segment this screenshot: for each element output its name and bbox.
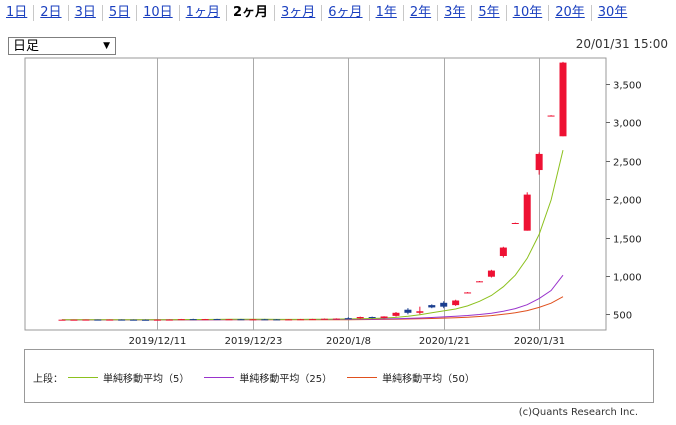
candle-body-31 [428, 305, 436, 308]
candle-body-23 [332, 318, 340, 320]
tab-15[interactable]: 30年 [597, 5, 628, 20]
candle-body-26 [368, 317, 376, 319]
legend-swatch-2 [347, 377, 378, 378]
y-tick-label-4: 2,500 [613, 158, 642, 169]
y-tick-label-6: 3,500 [613, 81, 642, 92]
candle-body-37 [499, 247, 507, 256]
candle-body-19 [285, 319, 293, 321]
legend-label-0: 単純移動平均（5） [103, 374, 190, 385]
tab-6[interactable]: 2ヶ月 [227, 5, 275, 21]
candle-period-select[interactable]: 日足 ▼ [8, 37, 116, 55]
candle-body-18 [273, 319, 281, 321]
tab-10[interactable]: 2年 [404, 5, 439, 21]
candle-body-12 [201, 319, 209, 321]
tab-13[interactable]: 10年 [507, 5, 550, 21]
price-chart: 2019/12/11 2019/12/23 2020/1/8 2020/1/21 202… [24, 57, 642, 347]
candle-body-40 [535, 153, 543, 171]
candle-body-10 [177, 319, 185, 321]
candle-period-value: 日足 [13, 39, 40, 54]
candle-body-34 [464, 292, 472, 294]
tab-0[interactable]: 1日 [0, 5, 35, 21]
y-tick-label-5: 3,000 [613, 119, 642, 130]
candle-body-20 [297, 319, 305, 321]
candle-body-24 [344, 318, 352, 320]
candle-body-7 [142, 319, 149, 321]
chart-datetime: 20/01/31 15:00 [575, 37, 668, 51]
candle-body-0 [58, 319, 66, 321]
y-tick-label-1: 1,000 [613, 273, 642, 284]
candle-body-4 [106, 319, 114, 321]
y-tick-label-2: 1,500 [613, 235, 642, 246]
candle-body-28 [392, 312, 400, 316]
candle-body-17 [261, 319, 269, 321]
candle-body-11 [189, 319, 197, 321]
candle-body-8 [153, 319, 161, 321]
tab-5[interactable]: 1ヶ月 [180, 5, 227, 21]
candle-body-1 [70, 319, 78, 321]
candle-body-27 [380, 316, 388, 319]
candle-body-35 [476, 281, 483, 283]
candle-body-32 [440, 302, 448, 307]
candle-body-33 [452, 300, 460, 306]
tab-1[interactable]: 2日 [34, 5, 69, 21]
tab-4[interactable]: 10日 [137, 5, 180, 21]
candle-body-30 [416, 311, 424, 313]
candle-body-15 [237, 319, 245, 321]
candle-body-25 [356, 317, 364, 319]
x-tick-label-4: 2020/1/31 [514, 336, 565, 347]
candle-body-3 [94, 319, 102, 321]
candle-body-42 [559, 62, 567, 137]
x-tick-label-0: 2019/12/11 [129, 336, 187, 347]
legend-swatch-0 [68, 377, 98, 378]
tab-14[interactable]: 20年 [549, 5, 592, 21]
tab-8[interactable]: 6ヶ月 [322, 5, 370, 21]
legend-item-1: 単純移動平均（25） [199, 370, 332, 385]
candle-body-9 [165, 319, 173, 321]
candle-body-5 [118, 319, 126, 321]
legend-item-2: 単純移動平均（50） [342, 370, 475, 385]
y-tick-label-0: 500 [613, 311, 632, 322]
candle-body-38 [511, 223, 519, 224]
legend-swatch-1 [204, 377, 235, 378]
candle-body-29 [404, 309, 412, 313]
legend-label-1: 単純移動平均（25） [239, 374, 333, 385]
plot-frame [24, 57, 607, 331]
x-tick-label-1: 2019/12/23 [225, 336, 283, 347]
candle-body-39 [523, 194, 531, 231]
candle-body-6 [130, 319, 138, 321]
legend-heading: 上段： [33, 374, 63, 385]
dropdown-arrow-icon[interactable]: ▼ [103, 41, 110, 51]
chart-legend: 上段： 単純移動平均（5） 単純移動平均（25） 単純移動平均（50） [24, 349, 654, 403]
candle-body-2 [82, 319, 90, 321]
candle-body-21 [309, 319, 316, 321]
candle-body-14 [225, 319, 233, 321]
candle-body-13 [213, 319, 221, 321]
legend-label-2: 単純移動平均（50） [382, 374, 475, 385]
candle-body-16 [249, 319, 257, 321]
x-tick-label-3: 2020/1/21 [419, 336, 470, 347]
x-tick-label-2: 2020/1/8 [326, 336, 371, 347]
tab-9[interactable]: 1年 [370, 5, 404, 21]
y-tick-label-3: 2,000 [613, 196, 642, 207]
legend-item-0: 単純移動平均（5） [63, 370, 189, 385]
candle-body-36 [487, 270, 495, 277]
tab-7[interactable]: 3ヶ月 [275, 5, 323, 21]
candle-body-41 [547, 115, 555, 117]
period-tabs: 1日 2日 3日 5日 10日 1ヶ月 2ヶ月 3ヶ月 6ヶ月 1年 2年 3年 5年 10年 20年 30年 [0, 0, 676, 26]
tab-12[interactable]: 5年 [472, 5, 507, 21]
candle-body-22 [320, 318, 328, 320]
copyright-text: (c)Quants Research Inc. [518, 407, 638, 418]
tab-3[interactable]: 5日 [103, 5, 138, 21]
tab-11[interactable]: 3年 [438, 5, 473, 21]
tab-2[interactable]: 3日 [69, 5, 103, 21]
